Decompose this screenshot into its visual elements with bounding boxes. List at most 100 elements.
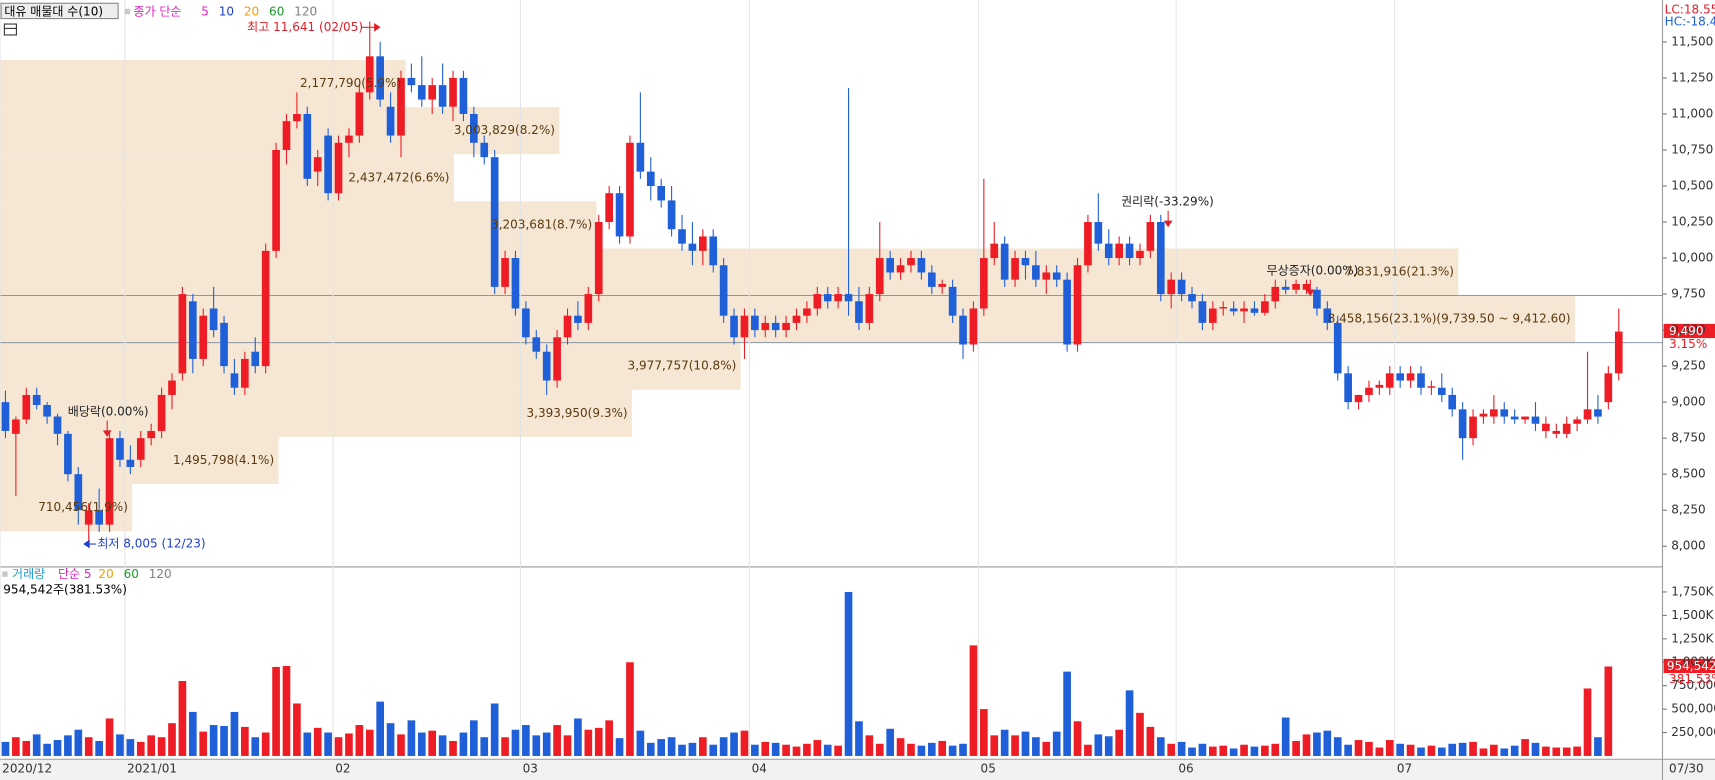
last-volume-tag xyxy=(1663,658,1715,674)
volume-bar xyxy=(84,737,93,756)
volume-bar xyxy=(1344,744,1352,756)
candle-body xyxy=(927,272,936,287)
candle-body xyxy=(886,258,894,273)
candle-body xyxy=(1167,279,1176,295)
candle-body xyxy=(1417,373,1425,388)
marks xyxy=(1,21,1715,756)
volume-bar xyxy=(220,725,228,756)
profile-box xyxy=(0,342,741,390)
candle-body xyxy=(1271,286,1280,302)
profile-label: 2,177,790(5.9%) xyxy=(300,76,401,90)
volume-bar xyxy=(1271,743,1280,756)
volume-bar xyxy=(1385,740,1394,756)
candle-body xyxy=(1354,394,1363,403)
volume-bar xyxy=(53,740,62,756)
candle-body xyxy=(1490,409,1498,417)
candle-body xyxy=(53,416,62,434)
y-tick-label: 9,500 xyxy=(1671,323,1705,337)
volume-bar xyxy=(1406,744,1415,756)
candle-body xyxy=(1084,222,1092,266)
volume-bar xyxy=(490,703,499,756)
y-tick-label: 8,750 xyxy=(1671,431,1705,445)
volume-bar xyxy=(12,737,20,756)
candle-body xyxy=(605,193,613,223)
candle-body xyxy=(1437,387,1446,395)
candle-body xyxy=(719,265,728,316)
volume-bar xyxy=(459,732,468,756)
volume-bar xyxy=(927,742,936,756)
volume-bar xyxy=(896,738,905,756)
candle-body xyxy=(438,85,447,107)
candle-body xyxy=(1219,307,1228,309)
candle-body xyxy=(1313,289,1321,309)
candle-body xyxy=(1573,419,1581,424)
volume-bar xyxy=(1521,739,1529,756)
candle-body xyxy=(136,438,145,460)
candle-body xyxy=(740,315,749,338)
volume-info: 954,542주(381.53%) xyxy=(3,582,127,596)
candle-body xyxy=(1448,394,1457,410)
candle-body xyxy=(105,438,114,525)
y2-tick-label: 1,000K xyxy=(1671,655,1714,669)
candle-body xyxy=(282,121,291,150)
volume-bar xyxy=(761,741,770,756)
volume-bar xyxy=(428,730,437,756)
volume-bar xyxy=(1063,671,1071,756)
candle-body xyxy=(95,510,103,525)
candle-body xyxy=(490,157,499,287)
x-tick-label: 04 xyxy=(752,762,767,776)
volume-bar xyxy=(667,737,676,756)
profile-box xyxy=(0,248,1459,296)
volume-bar xyxy=(501,737,509,756)
candle-body xyxy=(1344,373,1352,403)
volume-bar xyxy=(719,737,728,756)
x-tick-label: 03 xyxy=(523,762,538,776)
y-tick-label: 9,250 xyxy=(1671,359,1705,373)
volume-bar xyxy=(397,734,405,756)
candle-body xyxy=(199,315,208,359)
candle-body xyxy=(168,380,176,395)
profile-box xyxy=(0,154,454,202)
volume-bar xyxy=(334,737,343,756)
profile-label: 710,456(1.9%) xyxy=(38,500,128,514)
volume-bar xyxy=(771,742,780,756)
volume-bar xyxy=(563,735,572,756)
candle-body xyxy=(1594,409,1602,417)
legend-marker xyxy=(2,571,8,577)
volume-bar xyxy=(386,723,395,756)
candle-body xyxy=(1542,423,1550,431)
event-arrowhead xyxy=(102,430,112,437)
legend-marker xyxy=(124,8,131,15)
x-tick-label: 06 xyxy=(1178,762,1193,776)
volume-bar xyxy=(688,742,697,756)
volume-bar xyxy=(1323,730,1332,756)
volume-bar xyxy=(844,591,853,756)
candle-body xyxy=(64,433,72,475)
candle-body xyxy=(220,322,228,367)
volume-bar xyxy=(1604,666,1613,756)
candle-body xyxy=(771,322,780,331)
volume-bar xyxy=(241,726,249,756)
volume-bar xyxy=(1354,740,1363,756)
volume-bar xyxy=(1011,735,1019,756)
x-axis-band xyxy=(0,759,1715,780)
volume-bar xyxy=(1531,742,1540,756)
candle-body xyxy=(1032,265,1040,280)
high-note: 최고 11,641 (02/05) xyxy=(247,20,363,34)
candle-body xyxy=(948,286,957,316)
candle-body xyxy=(84,510,93,525)
volume-bar xyxy=(834,745,842,756)
volume-bar xyxy=(209,725,218,756)
candle-body xyxy=(584,294,593,323)
candle-body xyxy=(761,322,770,331)
candle-body xyxy=(428,85,437,100)
candle-body xyxy=(834,294,842,302)
y2-tick-label: 1,750K xyxy=(1671,584,1714,598)
candle-body xyxy=(313,157,322,172)
candle-body xyxy=(230,373,239,388)
candle-body xyxy=(241,358,249,388)
volume-bar xyxy=(875,743,884,756)
volume-bar xyxy=(1146,726,1155,756)
volume-bar xyxy=(355,725,364,756)
